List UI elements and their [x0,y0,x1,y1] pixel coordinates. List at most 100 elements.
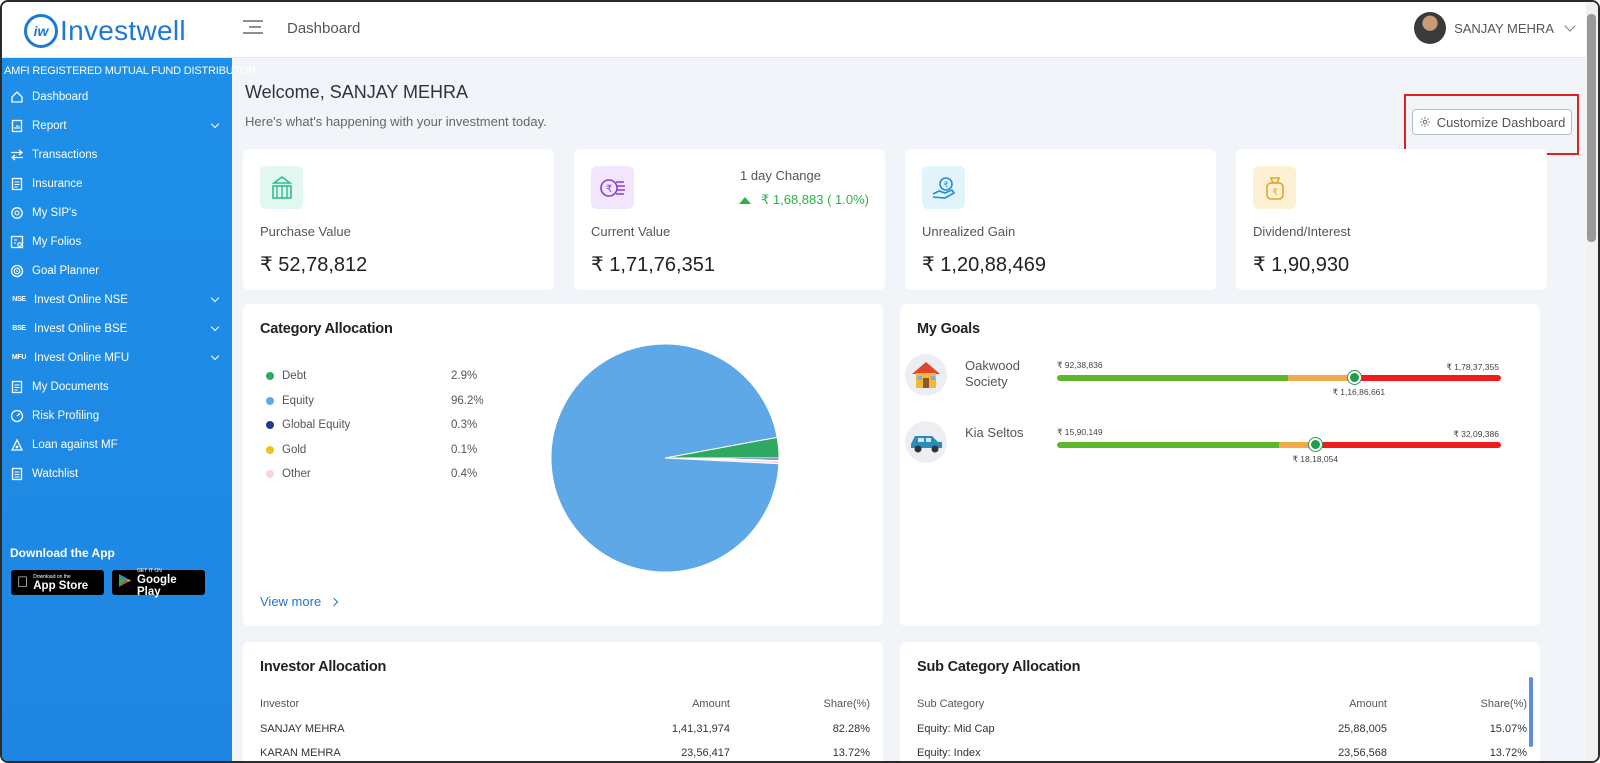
google-play-small: GET IT ON [137,567,162,574]
sidebar-item-label: Goal Planner [32,264,100,277]
legend-item[interactable]: Other 0.4% [266,462,486,487]
brand-logo[interactable]: iw Investwell [24,14,186,48]
cell-amount: 1,41,31,974 [671,722,730,735]
change-amount: ₹ 1,68,883 ( 1.0%) [761,192,869,207]
sidebar-item-risk-profiling[interactable]: Risk Profiling [2,401,232,430]
table-row[interactable]: Equity: Index 23,56,568 13.72% [917,741,1527,761]
change-label: 1 day Change [740,168,821,183]
col-header-amount[interactable]: Amount [692,698,730,711]
table-row[interactable]: SANJAY MEHRA 1,41,31,974 82.28% [260,717,870,742]
table-row[interactable]: KARAN MEHRA 23,56,417 13.72% [260,741,870,761]
col-header-share[interactable]: Share(%) [1480,698,1527,711]
sidebar-item-invest-online-bse[interactable]: BSE Invest Online BSE [2,314,232,343]
legend-pct: 0.1% [451,443,478,456]
dividend-icon-box: ₹ [1253,166,1296,209]
legend-swatch [266,470,274,479]
welcome-title: Welcome, SANJAY MEHRA [245,82,469,102]
user-name: SANJAY MEHRA [1454,20,1554,36]
cell-share: 15.07% [1489,722,1527,735]
google-play-button[interactable]: GET IT ON Google Play [112,567,205,598]
table-row[interactable]: Equity: Mid Cap 25,88,005 15.07% [917,717,1527,742]
gain-icon-box: ₹ [922,166,965,209]
bse-badge-icon: BSE [12,325,26,332]
legend-label: Gold [282,443,307,456]
sidebar-item-invest-online-mfu[interactable]: MFU Invest Online MFU [2,343,232,372]
top-header: iw Investwell Dashboard SANJAY MEHRA [2,2,1598,58]
svg-text:₹: ₹ [943,180,948,189]
play-icon [118,573,132,592]
col-header-amount[interactable]: Amount [1349,698,1387,711]
legend-item[interactable]: Debt 2.9% [266,364,486,389]
sidebar-item-my-folios[interactable]: My Folios [2,227,232,256]
folio-icon [10,235,24,249]
cell-share: 82.28% [832,722,870,735]
sub-category-allocation-card: Sub Category Allocation Sub Category Amo… [900,642,1540,761]
cell-sub-category: Equity: Mid Cap [917,722,995,735]
goal-row[interactable]: Kia Seltos ₹ 15,90,149 ₹ 32,09,386 ₹ 18,… [905,421,1535,481]
goal-current: ₹ 18,18,054 [1292,454,1339,464]
hand-money-icon: ₹ [932,176,955,199]
category-legend: Debt 2.9% Equity 96.2% Global Equity 0.3% Gold… [266,364,486,487]
goal-current: ₹ 1,16,86,661 [1332,387,1386,397]
main-content: Welcome, SANJAY MEHRA Here's what's happ… [232,58,1598,761]
app-store-button[interactable]:  Download on the App Store [11,570,104,595]
customize-dashboard-button[interactable]: Customize Dashboard [1412,109,1572,135]
col-header-investor[interactable]: Investor [260,698,300,711]
legend-item[interactable]: Global Equity 0.3% [266,413,486,438]
col-header-sub-category[interactable]: Sub Category [917,698,985,711]
goal-max: ₹ 1,78,37,355 [1446,362,1499,372]
sidebar-item-invest-online-nse[interactable]: NSE Invest Online NSE [2,285,232,314]
legend-swatch [266,421,274,430]
view-more-link[interactable]: View more [260,594,339,609]
sip-icon [10,206,24,220]
page-title: Dashboard [287,20,361,37]
card-title: Investor Allocation [260,659,387,675]
building-money-icon [271,175,292,199]
cell-amount: 25,88,005 [1338,722,1387,735]
sidebar-item-insurance[interactable]: Insurance [2,169,232,198]
card-title: Sub Category Allocation [917,659,1081,675]
sidebar-item-goal-planner[interactable]: Goal Planner [2,256,232,285]
user-menu[interactable]: SANJAY MEHRA [1414,12,1576,44]
chevron-down-icon [210,293,220,303]
goal-marker [1348,371,1362,384]
dividend-card: ₹ Dividend/Interest ₹ 1,90,930 [1236,149,1547,290]
scrollbar-thumb[interactable] [1587,14,1596,242]
page-scrollbar[interactable] [1586,2,1598,761]
sidebar-item-label: My Folios [32,235,82,248]
stat-label: Dividend/Interest [1253,224,1351,239]
pie-slice-equity[interactable] [550,343,780,573]
category-pie-chart[interactable] [550,343,780,573]
stat-value: ₹ 52,78,812 [260,254,368,276]
table-header: Sub Category Amount Share(%) [917,692,1527,717]
chevron-down-icon [1564,20,1576,32]
legend-label: Global Equity [282,419,351,432]
legend-item[interactable]: Equity 96.2% [266,389,486,414]
goal-min: ₹ 92,38,836 [1057,360,1103,370]
menu-toggle-icon[interactable] [243,20,263,38]
table-scrollbar[interactable] [1529,677,1533,747]
sidebar-item-label: Insurance [32,177,83,190]
investor-table: Investor Amount Share(%) SANJAY MEHRA 1,… [260,692,870,761]
sidebar-item-watchlist[interactable]: Watchlist [2,459,232,488]
swap-icon [10,148,24,162]
goal-min: ₹ 15,90,149 [1057,427,1103,437]
cell-sub-category: Equity: Index [917,747,981,760]
money-bag-icon: ₹ [1265,176,1284,200]
goal-row[interactable]: Oakwood Society ₹ 92,38,836 ₹ 1,78,37,35… [905,354,1535,414]
sidebar-item-transactions[interactable]: Transactions [2,140,232,169]
chevron-down-icon [210,119,220,129]
sidebar-item-my-sip-s[interactable]: My SIP's [2,198,232,227]
sidebar-item-report[interactable]: Report [2,111,232,140]
stat-value: ₹ 1,90,930 [1253,254,1350,276]
sidebar-item-my-documents[interactable]: My Documents [2,372,232,401]
sidebar-nav: Dashboard Report Transactions Insurance My S… [2,82,232,488]
legend-item[interactable]: Gold 0.1% [266,438,486,463]
stat-label: Current Value [591,224,671,239]
sidebar-item-dashboard[interactable]: Dashboard [2,82,232,111]
sidebar-item-label: Dashboard [32,90,89,103]
sidebar-item-loan-against-mf[interactable]: Loan against MF [2,430,232,459]
brand-name: Investwell [60,15,186,46]
col-header-share[interactable]: Share(%) [823,698,870,711]
svg-text:₹: ₹ [605,184,611,195]
